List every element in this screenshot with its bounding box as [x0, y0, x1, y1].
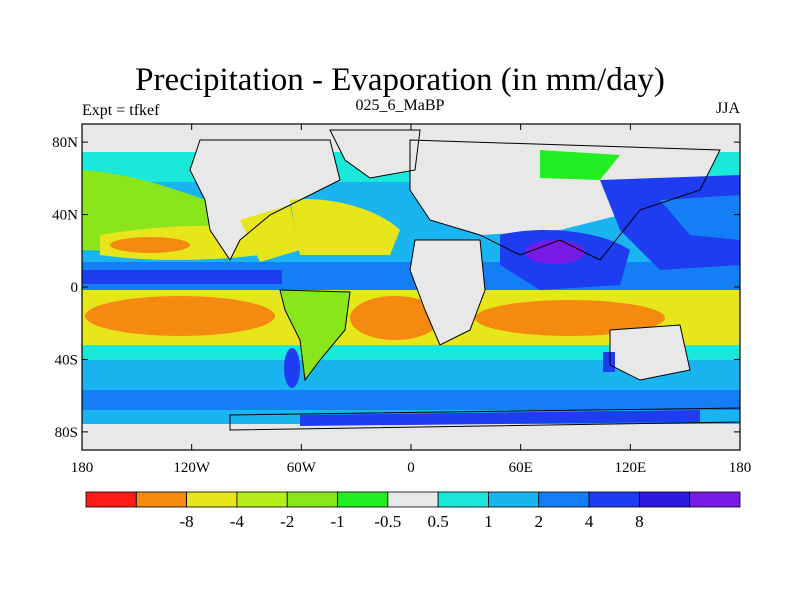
- colorbar-swatch: [236, 491, 288, 508]
- colorbar-swatch: [337, 491, 389, 508]
- y-tick-label: 0: [71, 280, 79, 296]
- x-tick-label: 120E: [614, 460, 646, 476]
- colorbar-label: -8: [180, 512, 194, 531]
- colorbar-swatch: [588, 491, 640, 508]
- colorbar-swatch: [638, 491, 691, 508]
- experiment-label: Expt = tfkef: [82, 102, 160, 119]
- x-tick-label: 180: [729, 460, 752, 476]
- y-tick-label: 80S: [55, 425, 78, 441]
- colorbar-swatch: [286, 491, 338, 508]
- precipitation-field: [82, 124, 740, 450]
- x-tick-label: 180: [71, 460, 94, 476]
- chart-title: Precipitation - Evaporation (in mm/day): [135, 62, 665, 98]
- colorbar-label: 1: [484, 512, 493, 531]
- x-tick-label: 60E: [509, 460, 533, 476]
- colorbar-label: 0.5: [428, 512, 449, 531]
- x-tick-label: 60W: [287, 460, 317, 476]
- x-tick-label: 120W: [173, 460, 211, 476]
- period-label: 025_6_MaBP: [355, 97, 445, 114]
- colorbar-swatch: [387, 491, 439, 508]
- colorbar: -8 -4 -2 -1 -0.5 0.5 1 2 4 8: [85, 491, 741, 531]
- colorbar-label: 8: [635, 512, 644, 531]
- x-tick-label: 0: [407, 460, 415, 476]
- colorbar-label: 4: [585, 512, 594, 531]
- colorbar-label: -2: [280, 512, 294, 531]
- colorbar-swatch: [186, 491, 238, 508]
- colorbar-swatch: [85, 491, 137, 508]
- colorbar-label: 2: [535, 512, 544, 531]
- colorbar-label: -0.5: [374, 512, 401, 531]
- colorbar-swatch: [488, 491, 540, 508]
- axis-ticks: 180 120W 60W 0 60E 120E 180 80N 40N 0 40S 80S: [52, 124, 751, 476]
- y-tick-label: 40S: [55, 352, 78, 368]
- y-tick-label: 40N: [52, 208, 78, 224]
- y-tick-label: 80N: [52, 135, 78, 151]
- colorbar-swatch: [538, 491, 590, 508]
- colorbar-swatch: [437, 491, 489, 508]
- colorbar-label: -1: [330, 512, 344, 531]
- colorbar-swatch: [135, 491, 188, 508]
- colorbar-swatch: [689, 491, 741, 508]
- season-label: JJA: [715, 100, 740, 117]
- colorbar-label: -4: [230, 512, 245, 531]
